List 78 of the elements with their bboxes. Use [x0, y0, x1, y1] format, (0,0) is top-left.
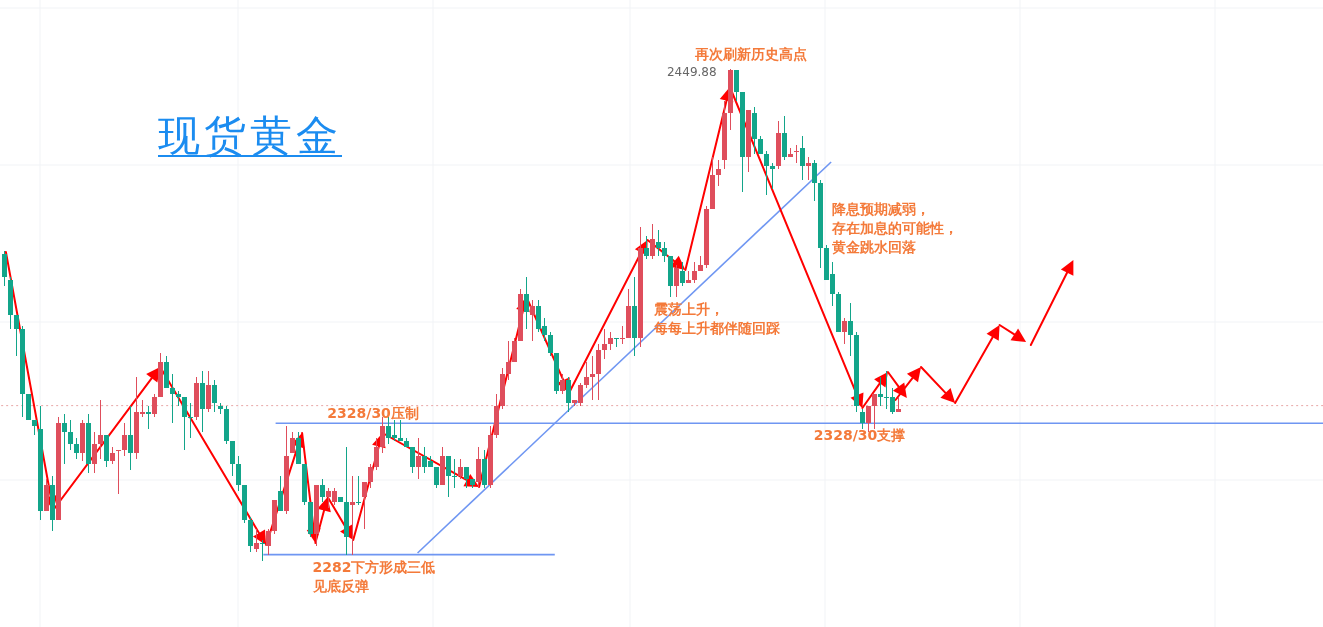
- candlestick: [812, 159, 817, 202]
- candlestick: [152, 393, 157, 418]
- candlestick: [92, 431, 97, 474]
- candlestick: [764, 150, 769, 196]
- annotation: 降息预期减弱，存在加息的可能性，黄金跳水回落: [831, 201, 959, 255]
- candlestick: [290, 431, 295, 454]
- candlestick: [524, 276, 529, 330]
- candlestick: [560, 373, 565, 395]
- candlestick: [266, 528, 271, 556]
- candlestick: [416, 437, 421, 480]
- candlestick: [116, 449, 121, 495]
- candlestick: [464, 466, 469, 489]
- candlestick: [878, 376, 883, 407]
- candlestick: [650, 223, 655, 260]
- candlestick: [254, 528, 259, 553]
- candlestick: [356, 475, 361, 506]
- candlestick: [170, 373, 175, 424]
- candlestick: [476, 446, 481, 489]
- candlestick: [506, 340, 511, 381]
- candlestick: [674, 264, 679, 298]
- candlestick: [548, 331, 553, 357]
- candlestick: [512, 337, 517, 363]
- candlestick: [188, 402, 193, 439]
- candlestick: [362, 481, 367, 530]
- candlestick: [656, 229, 661, 257]
- candlestick: [278, 475, 283, 512]
- candlestick: [692, 261, 697, 284]
- candlestick: [434, 466, 439, 489]
- candlestick: [566, 376, 571, 413]
- candlestick: [212, 379, 217, 413]
- candlestick: [122, 422, 127, 457]
- candlestick: [848, 302, 853, 357]
- annotation: 2328/30支撑: [813, 427, 906, 443]
- candlestick: [410, 446, 415, 474]
- candlestick: [782, 115, 787, 161]
- candlestick: [620, 325, 625, 345]
- candlestick: [770, 162, 775, 190]
- annotation: 2449.88: [666, 65, 717, 79]
- candlestick: [68, 419, 73, 451]
- candlestick: [530, 299, 535, 342]
- candlestick: [872, 393, 877, 430]
- candlestick: [800, 135, 805, 181]
- annotation: 2328/30压制: [327, 405, 419, 421]
- candlestick: [350, 475, 355, 556]
- candlestick: [368, 463, 373, 489]
- candlestick: [662, 241, 667, 263]
- candlestick: [74, 437, 79, 460]
- candlestick: [230, 440, 235, 477]
- candlestick: [146, 405, 151, 430]
- candlestick: [128, 405, 133, 471]
- candlestick: [182, 396, 187, 451]
- candlestick: [320, 478, 325, 503]
- candlestick: [260, 539, 265, 562]
- annotation: 2282下方形成三低见底反弹: [311, 559, 436, 594]
- candlestick: [14, 314, 19, 357]
- candlestick: [452, 458, 457, 489]
- text: 再次刷新历史高点: [693, 46, 807, 62]
- candlestick: [446, 455, 451, 498]
- candlestick: [374, 437, 379, 471]
- candlestick: [98, 399, 103, 460]
- candlestick: [794, 144, 799, 164]
- candlestick: [680, 261, 685, 287]
- candlestick: [602, 328, 607, 360]
- candlestick: [596, 343, 601, 401]
- candlestick: [2, 250, 7, 287]
- candlestick: [236, 455, 241, 492]
- candlestick: [458, 458, 463, 480]
- candlestick: [860, 408, 865, 430]
- candlestick: [734, 69, 739, 102]
- text: 现货黄金: [158, 113, 342, 159]
- candlestick: [716, 159, 721, 187]
- candlestick: [806, 156, 811, 181]
- candlestick: [842, 317, 847, 345]
- candlestick: [206, 370, 211, 413]
- candlestick: [62, 413, 67, 465]
- candlestick: [644, 235, 649, 260]
- candlestick: [584, 361, 589, 389]
- candlestick: [590, 355, 595, 401]
